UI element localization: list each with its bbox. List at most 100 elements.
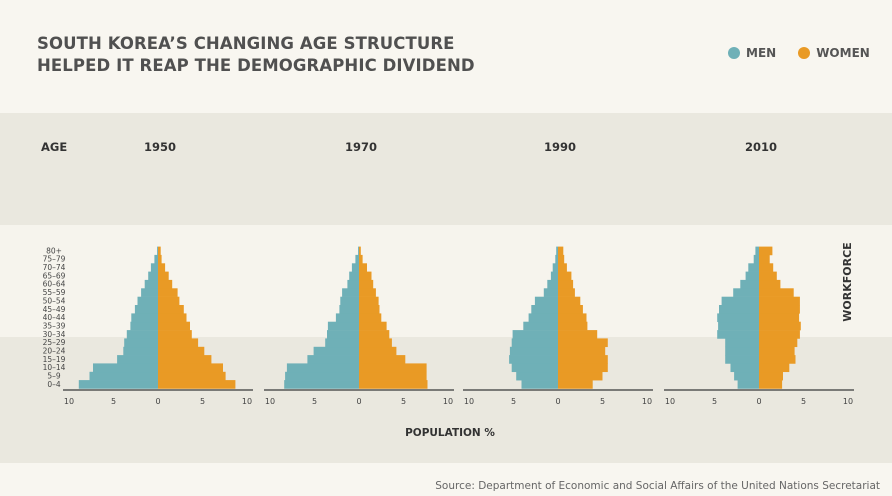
men-swatch-icon <box>728 47 740 59</box>
x-tick-label: 5 <box>712 397 717 406</box>
men-bar <box>117 355 158 364</box>
header: SOUTH KOREA’S CHANGING AGE STRUCTURE HEL… <box>0 0 892 113</box>
women-bar <box>558 296 581 306</box>
women-bar <box>158 313 187 323</box>
women-bar <box>158 371 226 381</box>
age-tick-label: 75–79 <box>43 255 66 264</box>
x-tick-label: 10 <box>265 397 275 406</box>
men-bar <box>734 371 759 381</box>
women-bar <box>158 271 169 281</box>
population-pyramids-chart: AGE0–45–910–1415–1920–2425–2930–3435–394… <box>0 113 892 463</box>
legend-item-women: WOMEN <box>798 46 870 60</box>
men-bar <box>123 346 158 356</box>
men-bar <box>725 346 759 356</box>
women-bar <box>158 346 205 356</box>
women-bar <box>359 313 382 323</box>
men-bar <box>745 271 759 281</box>
x-tick-label: 10 <box>642 397 652 406</box>
men-bar <box>130 321 158 331</box>
men-bar <box>284 380 359 389</box>
women-bar <box>759 363 790 373</box>
men-bar <box>719 305 760 314</box>
women-bar <box>558 288 575 297</box>
age-tick-label: 25–29 <box>43 338 66 347</box>
women-bar <box>558 313 587 323</box>
men-bar <box>725 338 759 348</box>
women-bar <box>558 271 572 281</box>
men-bar <box>313 346 359 356</box>
women-bar <box>158 288 178 297</box>
men-bar <box>509 346 558 356</box>
x-tick-label: 10 <box>242 397 252 406</box>
legend-label-men: MEN <box>746 46 777 60</box>
legend: MEN WOMEN <box>728 46 892 60</box>
men-bar <box>511 363 558 373</box>
men-bar <box>718 321 759 331</box>
men-bar <box>740 279 759 289</box>
source-note: Source: Department of Economic and Socia… <box>435 480 880 492</box>
women-bar <box>558 321 588 331</box>
men-bar <box>755 246 759 256</box>
chart-title: SOUTH KOREA’S CHANGING AGE STRUCTURE HEL… <box>37 33 475 77</box>
age-tick-label: 55–59 <box>43 288 66 297</box>
women-bar <box>158 380 236 389</box>
x-tick-label: 10 <box>64 397 74 406</box>
women-bar <box>759 263 774 272</box>
men-bar <box>124 338 158 348</box>
age-tick-label: 40–44 <box>43 313 66 322</box>
panel-year-label: 1990 <box>544 140 576 154</box>
women-bar <box>759 321 801 331</box>
men-bar <box>335 313 359 323</box>
age-tick-label: 10–14 <box>43 363 66 372</box>
women-bar <box>158 254 162 264</box>
women-bar <box>158 263 166 272</box>
men-bar <box>753 254 759 264</box>
legend-label-women: WOMEN <box>816 46 870 60</box>
men-bar <box>509 355 559 364</box>
women-bar <box>158 296 180 306</box>
men-bar <box>521 380 558 389</box>
age-tick-label: 45–49 <box>43 305 66 314</box>
men-bar <box>523 321 558 331</box>
women-bar <box>158 321 190 331</box>
women-bar <box>759 254 770 264</box>
women-bar <box>759 346 795 356</box>
men-bar <box>134 305 158 314</box>
x-tick-label: 10 <box>665 397 675 406</box>
women-bar <box>359 321 387 331</box>
x-tick-label: 0 <box>756 397 761 406</box>
women-bar <box>759 288 794 297</box>
men-bar <box>511 338 558 348</box>
age-tick-label: 80+ <box>46 246 62 255</box>
women-bar <box>158 246 161 256</box>
men-bar <box>327 321 360 331</box>
age-tick-label: 60–64 <box>43 280 66 289</box>
men-bar <box>126 330 158 339</box>
women-bar <box>759 271 777 281</box>
men-bar <box>358 246 359 256</box>
men-bar <box>144 279 159 289</box>
men-bar <box>154 254 158 264</box>
women-swatch-icon <box>798 47 811 59</box>
men-bar <box>78 380 158 389</box>
men-bar <box>512 330 558 339</box>
women-bar <box>158 305 184 314</box>
women-bar <box>759 279 781 289</box>
age-tick-label: 20–24 <box>43 347 66 356</box>
men-bar <box>550 271 558 281</box>
women-bar <box>359 271 372 281</box>
women-bar <box>759 305 800 314</box>
men-bar <box>748 263 759 272</box>
men-bar <box>327 330 359 339</box>
women-bar <box>759 338 798 348</box>
men-bar <box>717 330 759 339</box>
men-bar <box>516 371 558 381</box>
women-bar <box>558 371 603 381</box>
x-tick-label: 5 <box>401 397 406 406</box>
women-bar <box>158 363 223 373</box>
panel-year-label: 1950 <box>144 140 176 154</box>
men-bar <box>534 296 558 306</box>
women-bar <box>359 305 380 314</box>
women-bar <box>558 254 565 264</box>
women-bar <box>359 363 427 373</box>
